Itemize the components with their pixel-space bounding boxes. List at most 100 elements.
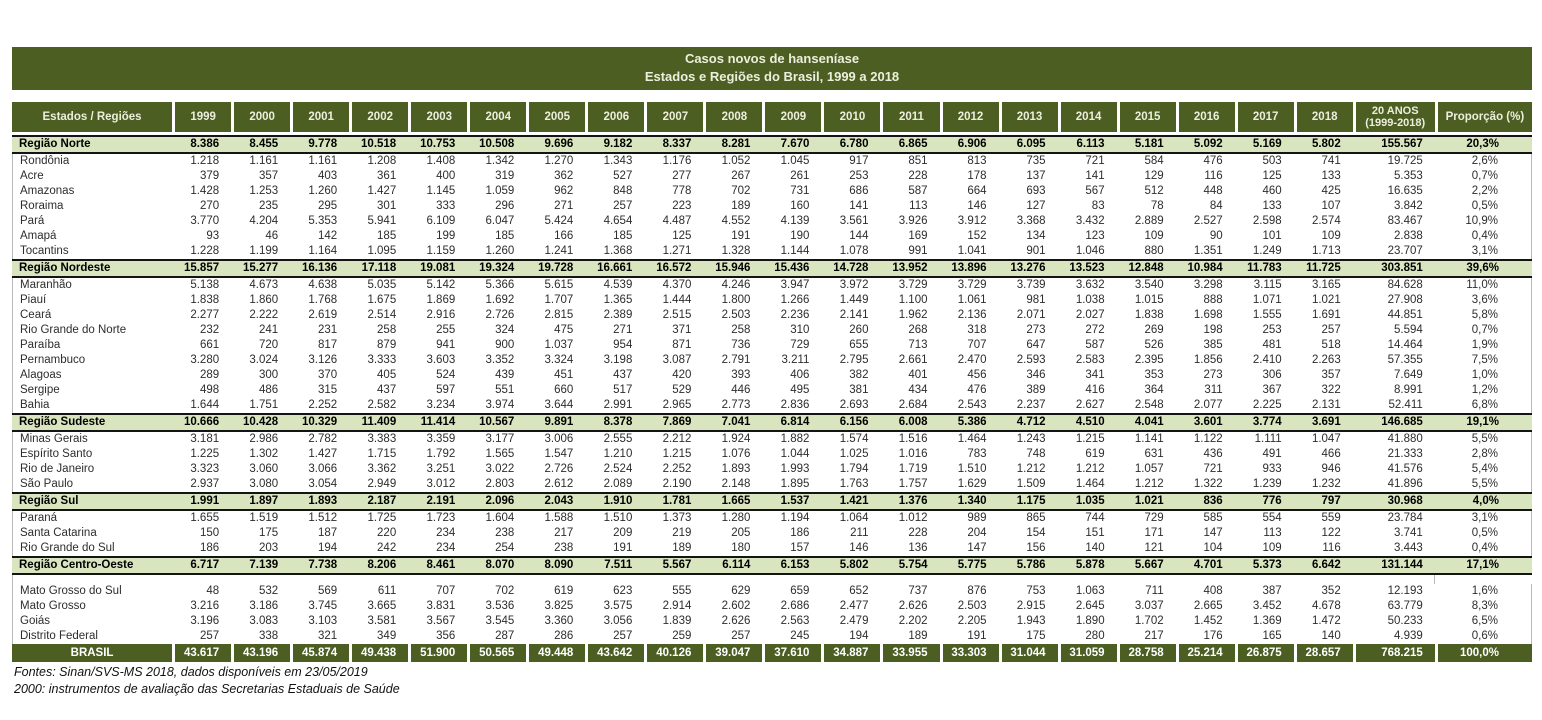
value-cell: 3.741 [1352, 526, 1435, 541]
table-row: Paraná 1.655 1.519 1.512 1.725 1.723 1.604 1.58… [12, 511, 1532, 526]
value-cell: 5.169 [1234, 135, 1294, 154]
value-cell: 5,8% [1434, 308, 1532, 323]
value-cell: 17,1% [1434, 556, 1532, 575]
value-cell: 228 [880, 169, 940, 184]
value-cell: 2.815 [526, 308, 586, 323]
value-cell: 1.164 [290, 244, 350, 259]
table-row: Sergipe 498 486 315 437 597 551 660 517 529 446 495… [12, 383, 1532, 398]
header-row: Estados / Regiões 1999 2000 2001 2002 2003 200… [12, 102, 1532, 135]
value-cell: 8.070 [467, 556, 527, 575]
value-cell: 5.142 [408, 278, 468, 293]
year-column-header: 1999 [172, 102, 232, 135]
value-cell: 836 [1175, 492, 1235, 511]
value-cell: 5.092 [1175, 135, 1235, 154]
value-cell: 0,5% [1434, 199, 1532, 214]
value-cell: 551 [467, 383, 527, 398]
value-cell: 2,2% [1434, 184, 1532, 199]
value-cell: 11.725 [1293, 259, 1353, 278]
value-cell: 21.333 [1352, 447, 1435, 462]
value-cell: 178 [939, 169, 999, 184]
value-cell: 2.503 [703, 308, 763, 323]
value-cell: 554 [1234, 511, 1294, 526]
value-cell: 5.786 [998, 556, 1058, 575]
value-cell: 16.136 [290, 259, 350, 278]
value-cell: 57.355 [1352, 353, 1435, 368]
value-cell: 7.738 [290, 556, 350, 575]
value-cell: 2.263 [1293, 353, 1353, 368]
value-cell: 3.066 [290, 462, 350, 477]
title-line-2: Estados e Regiões do Brasil, 1999 a 2018 [644, 69, 900, 84]
value-cell: 748 [998, 447, 1058, 462]
value-cell: 194 [290, 541, 350, 556]
value-cell: 3,1% [1434, 511, 1532, 526]
value-cell: 341 [1057, 368, 1117, 383]
value-cell: 231 [290, 323, 350, 338]
value-cell: 1.464 [939, 432, 999, 447]
year-column-header: 2006 [585, 102, 645, 135]
value-cell: 385 [1175, 338, 1235, 353]
proportion-column-header: Proporção (%) [1434, 102, 1532, 135]
value-cell: 1.707 [526, 293, 586, 308]
value-cell: 8,3% [1434, 599, 1532, 614]
value-cell: 3.443 [1352, 541, 1435, 556]
value-cell: 1.428 [172, 184, 232, 199]
row-label: Região Norte [12, 135, 173, 154]
value-cell: 3.060 [231, 462, 291, 477]
row-label: Rondônia [12, 154, 173, 169]
value-cell: 43.642 [585, 644, 645, 662]
value-cell: 1.698 [1175, 308, 1235, 323]
value-cell: 269 [1116, 323, 1176, 338]
value-cell: 1.869 [408, 293, 468, 308]
value-cell: 185 [349, 229, 409, 244]
value-cell: 6.717 [172, 556, 232, 575]
value-cell: 2.527 [1175, 214, 1235, 229]
value-cell: 6.095 [998, 135, 1058, 154]
value-cell: 1.063 [1057, 584, 1117, 599]
value-cell: 109 [1116, 229, 1176, 244]
value-cell: 5,5% [1434, 477, 1532, 492]
value-cell: 257 [172, 629, 232, 644]
value-cell: 255 [408, 323, 468, 338]
value-cell: 13.952 [880, 259, 940, 278]
value-cell: 1.604 [467, 511, 527, 526]
value-cell: 3.126 [290, 353, 350, 368]
value-cell: 1.757 [880, 477, 940, 492]
value-cell: 301 [349, 199, 409, 214]
value-cell: 481 [1234, 338, 1294, 353]
value-cell: 9.891 [526, 413, 586, 432]
value-cell: 338 [231, 629, 291, 644]
table-row: São Paulo 2.937 3.080 3.054 2.949 3.012 2.803 2… [12, 477, 1532, 492]
value-cell: 1.064 [821, 511, 881, 526]
value-cell: 1.210 [585, 447, 645, 462]
value-cell: 3.012 [408, 477, 468, 492]
value-cell: 702 [703, 184, 763, 199]
row-label: Mato Grosso [12, 599, 173, 614]
value-cell: 2.626 [880, 599, 940, 614]
value-cell: 2.803 [467, 477, 527, 492]
value-cell: 295 [290, 199, 350, 214]
year-column-header: 2007 [644, 102, 704, 135]
year-column-header: 2001 [290, 102, 350, 135]
value-cell: 41.896 [1352, 477, 1435, 492]
value-cell: 7.511 [585, 556, 645, 575]
value-cell: 43.196 [231, 644, 291, 662]
value-cell: 49.438 [349, 644, 409, 662]
value-cell: 1.302 [231, 447, 291, 462]
value-cell: 1.266 [762, 293, 822, 308]
value-cell: 5.567 [644, 556, 704, 575]
value-cell: 2.593 [998, 353, 1058, 368]
value-cell: 1.021 [1293, 293, 1353, 308]
value-cell: 456 [939, 368, 999, 383]
value-cell: 28.758 [1116, 644, 1176, 662]
value-cell: 11.783 [1234, 259, 1294, 278]
value-cell: 2.225 [1234, 398, 1294, 413]
value-cell: 156 [998, 541, 1058, 556]
value-cell: 1.665 [703, 492, 763, 511]
value-cell: 1.161 [231, 154, 291, 169]
value-cell: 2.190 [644, 477, 704, 492]
value-cell: 142 [290, 229, 350, 244]
table-row: Piauí 1.838 1.860 1.768 1.675 1.869 1.692 1.707… [12, 293, 1532, 308]
value-cell: 78 [1116, 199, 1176, 214]
value-cell: 321 [290, 629, 350, 644]
value-cell: 720 [231, 338, 291, 353]
